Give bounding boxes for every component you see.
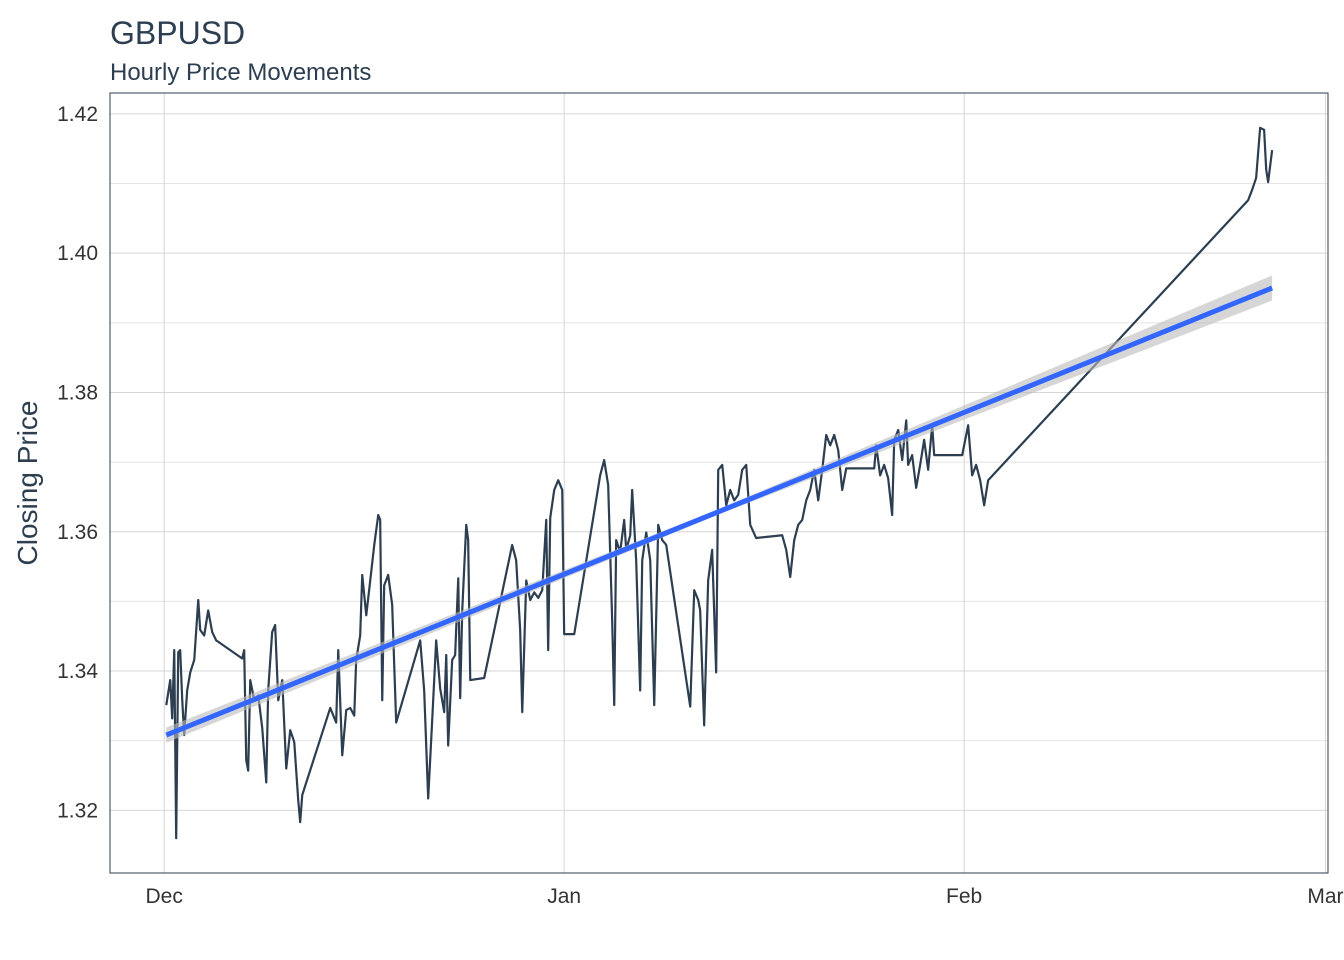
x-tick-label: Dec [146, 885, 183, 908]
y-tick-label: 1.40 [57, 242, 98, 265]
y-axis-label: Closing Price [12, 401, 43, 566]
chart-title: GBPUSD [110, 15, 245, 51]
price-line [165, 126, 1274, 840]
x-tick-label: Jan [547, 885, 581, 908]
trend-line [165, 285, 1274, 738]
x-tick-label: Mar [1307, 885, 1343, 908]
y-tick-label: 1.34 [57, 660, 98, 683]
y-tick-label: 1.32 [57, 799, 98, 822]
panel-border [109, 92, 1329, 874]
y-tick-label: 1.36 [57, 521, 98, 544]
x-tick-label: Feb [946, 885, 982, 908]
chart-subtitle: Hourly Price Movements [110, 59, 371, 86]
y-tick-label: 1.42 [57, 103, 98, 126]
y-tick-label: 1.38 [57, 381, 98, 404]
